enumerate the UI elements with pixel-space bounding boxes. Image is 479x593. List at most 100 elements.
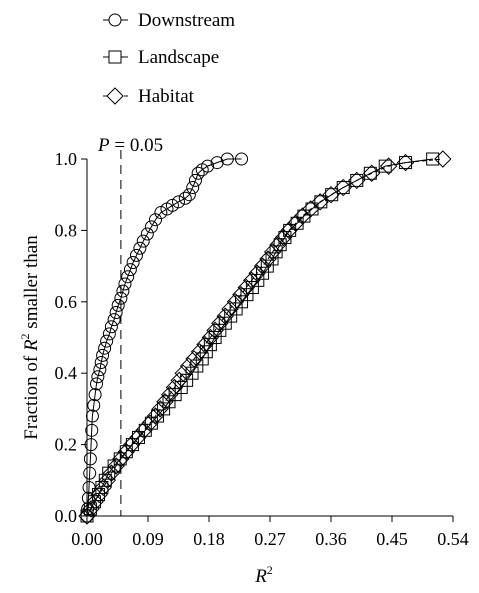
data-point-circle — [87, 398, 101, 412]
data-point-diamond — [107, 457, 125, 475]
data-point-diamond — [135, 421, 153, 440]
data-point-circle — [85, 409, 99, 423]
data-point-square — [208, 331, 222, 344]
legend-label-habitat: Habitat — [138, 86, 195, 107]
data-point-diamond — [78, 507, 96, 525]
data-point-diamond — [86, 493, 104, 511]
data-point-circle — [88, 388, 102, 402]
legend-item-landscape: Landscape — [103, 47, 219, 68]
y-axis-title: Fraction of R2 smaller than — [18, 235, 42, 440]
data-point-diamond — [201, 328, 220, 347]
x-tick-label: 0.45 — [376, 529, 408, 549]
y-tick-label: 0.4 — [55, 363, 78, 383]
data-point-diamond — [396, 153, 415, 172]
data-point-diamond — [311, 193, 329, 211]
data-point-square — [213, 323, 227, 337]
data-point-diamond — [151, 400, 169, 418]
data-point-circle — [235, 152, 249, 166]
data-point-circle — [102, 327, 116, 341]
data-point-diamond — [216, 307, 234, 325]
y-axis-title-post: smaller than — [21, 235, 42, 334]
data-point-circle — [94, 355, 108, 369]
data-point-circle — [121, 270, 135, 284]
data-point-diamond — [287, 214, 305, 232]
data-point-circle — [118, 277, 132, 291]
y-tick-label: 0.0 — [55, 506, 78, 526]
data-point-diamond — [434, 150, 452, 168]
data-point-diamond — [102, 464, 121, 482]
data-point-diamond — [259, 250, 277, 268]
data-point-diamond — [348, 171, 366, 190]
data-point-circle — [188, 173, 202, 187]
data-point-circle — [165, 198, 179, 212]
data-point-diamond — [174, 364, 192, 382]
y-axis-title-pre: Fraction of — [21, 351, 42, 440]
data-point-diamond — [146, 407, 165, 425]
data-point-square — [185, 366, 199, 380]
data-point-circle — [96, 348, 110, 362]
data-point-diamond — [160, 385, 179, 404]
data-point-circle — [133, 241, 147, 255]
x-tick-label: 0.54 — [437, 529, 469, 549]
data-point-diamond — [170, 371, 188, 390]
data-point-square — [325, 188, 339, 202]
data-point-circle — [93, 363, 107, 377]
data-point-square — [195, 352, 209, 366]
data-point-diamond — [156, 393, 174, 411]
data-point-square — [203, 338, 217, 352]
data-point-circle — [107, 313, 121, 327]
data-point-square — [269, 245, 283, 259]
y-tick-label: 0.6 — [55, 292, 78, 312]
x-tick-label: 0.18 — [193, 529, 225, 549]
series-line-habitat — [86, 158, 443, 517]
data-point-diamond — [269, 235, 287, 254]
y-axis-title-sup: 2 — [18, 333, 32, 339]
x-tick-label: 0.00 — [71, 529, 103, 549]
data-point-diamond — [98, 471, 117, 490]
data-point-diamond — [190, 343, 209, 361]
data-point-circle — [91, 370, 105, 384]
data-point-square — [336, 181, 350, 195]
data-point-circle — [83, 452, 97, 466]
data-point-diamond — [165, 378, 184, 397]
data-point-square — [190, 359, 204, 373]
data-point-square — [240, 288, 254, 302]
data-point-circle — [220, 152, 234, 166]
data-point-diamond — [334, 178, 352, 197]
data-point-diamond — [253, 257, 272, 275]
data-point-diamond — [179, 357, 198, 375]
data-point-diamond — [90, 485, 108, 504]
data-point-circle — [111, 298, 125, 312]
data-point-diamond — [274, 228, 293, 247]
data-point-circle — [186, 181, 200, 195]
data-point-circle — [83, 466, 97, 480]
data-point-circle — [172, 195, 185, 209]
data-point-circle — [104, 320, 118, 334]
data-point-diamond — [211, 314, 229, 332]
data-point-square — [224, 309, 238, 323]
legend-marker-circle — [108, 13, 122, 27]
legend-label-landscape: Landscape — [138, 47, 219, 68]
data-point-circle — [85, 423, 99, 437]
data-point-diamond — [242, 271, 261, 290]
data-point-diamond — [117, 443, 136, 461]
data-point-circle — [100, 334, 114, 348]
legend-marker-square — [108, 50, 122, 64]
x-tick-label: 0.27 — [254, 529, 286, 549]
data-point-circle — [84, 438, 98, 452]
data-point-diamond — [237, 278, 255, 297]
data-point-square — [260, 259, 274, 273]
threshold-label: P = 0.05 — [97, 135, 163, 156]
data-point-diamond — [141, 414, 159, 432]
series-landscape — [80, 152, 440, 523]
data-point-circle — [98, 341, 112, 355]
data-point-circle — [154, 206, 168, 220]
data-point-diamond — [226, 293, 245, 311]
data-point-circle — [140, 227, 154, 241]
threshold-label-p: P — [97, 135, 110, 156]
legend-item-habitat: Habitat — [103, 86, 195, 107]
data-point-circle — [116, 284, 130, 298]
data-point-diamond — [196, 335, 214, 354]
data-point-square — [350, 173, 364, 187]
